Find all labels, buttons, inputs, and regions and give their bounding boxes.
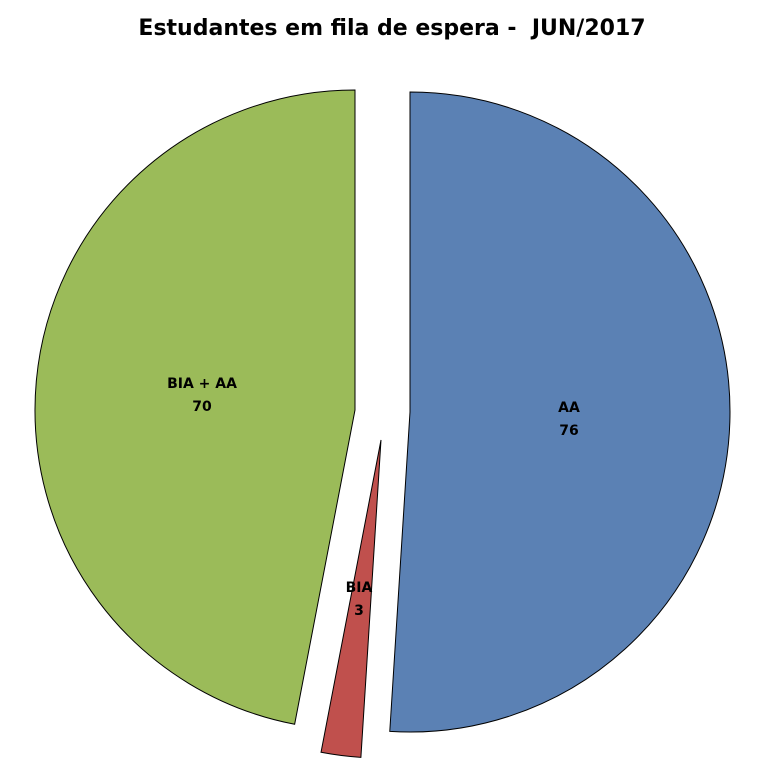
data-label-value: 70 xyxy=(192,399,212,415)
data-label-category: AA xyxy=(558,400,580,416)
chart-title: Estudantes em fila de espera - JUN/2017 xyxy=(138,16,646,41)
pie-slice-aa xyxy=(389,91,731,733)
pie-slice-bia-aa xyxy=(34,89,356,725)
pie-slice-bia xyxy=(320,439,382,758)
data-label-category: BIA xyxy=(346,580,373,596)
data-label-value: 3 xyxy=(354,603,364,619)
data-label-value: 76 xyxy=(559,423,578,439)
data-label-category: BIA + AA xyxy=(167,376,237,392)
